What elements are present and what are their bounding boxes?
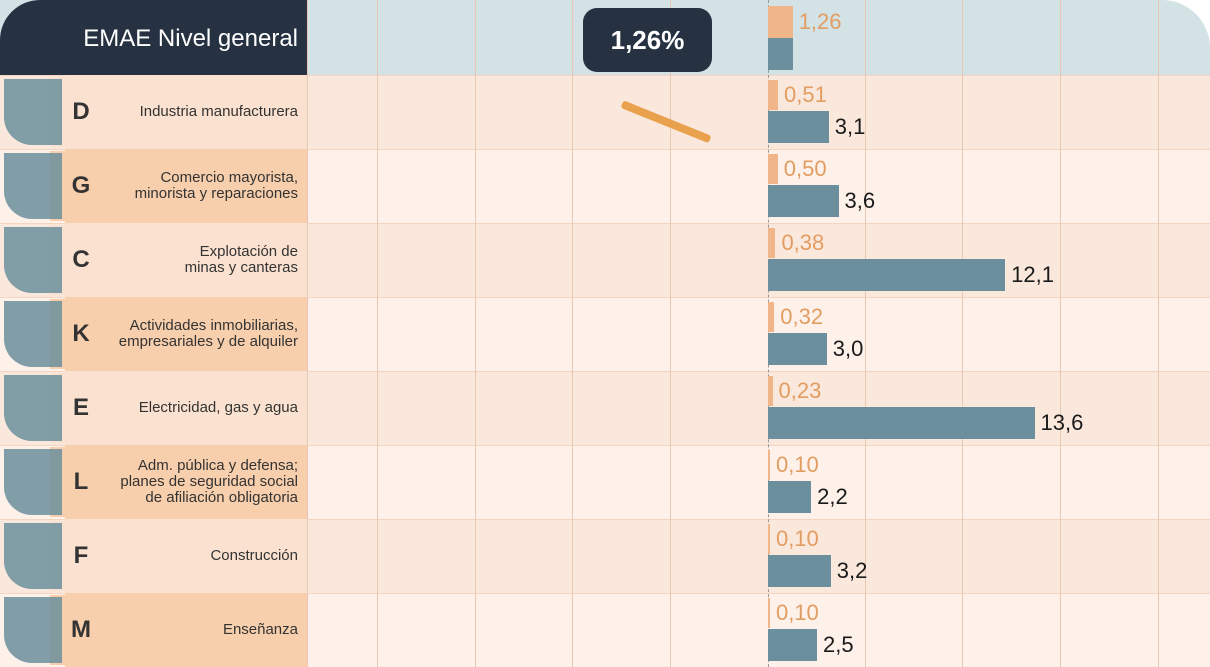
column-line [475,0,476,667]
value-label: 0,38 [781,230,825,255]
value-label: 13,6 [1040,410,1084,435]
column-line [307,0,308,667]
bar [768,111,829,143]
column-line [670,0,671,667]
badge: 1,26% [583,8,712,72]
bar [768,407,1035,439]
value-label: 0,50 [783,156,827,181]
letter: C [72,246,90,273]
column-line [962,0,963,667]
bar [768,629,817,661]
icon [4,375,62,441]
value-label: 3,2 [836,558,868,583]
value-label: 12,1 [1011,262,1054,287]
column-line [865,0,866,667]
letter: E [72,394,89,421]
value-label: 2,2 [817,484,848,509]
icon [4,153,62,219]
category-label: Actividades inmobiliarias, empresariales… [118,317,298,350]
value-label: 1,26 [798,9,842,34]
bar [768,302,775,332]
bar [768,555,831,587]
bar [768,6,793,38]
column-line [1060,0,1061,667]
letter: K [72,320,90,347]
bar [768,524,770,554]
category-label: Comercio mayorista, minorista y reparaci… [134,169,298,202]
icon [4,79,62,145]
category-label: Electricidad, gas y agua [138,399,298,416]
letter: F [73,542,89,569]
bar [768,376,773,406]
letter: D [72,98,90,125]
category-label: Construcción [210,547,298,564]
value-label: 3,0 [832,336,864,361]
icon [4,523,62,589]
bar [768,38,794,70]
bar [768,598,770,628]
icon [4,301,62,367]
value-label: 0,51 [783,82,827,107]
value-label: 0,23 [778,378,822,403]
bar [768,185,839,217]
category-label: Explotación de minas y canteras [184,243,298,276]
value-label: 0,10 [775,452,819,477]
value-label: 0,10 [775,600,819,625]
column-line [572,0,573,667]
bar [768,333,827,365]
bar [768,450,770,480]
value-label: 2,5 [823,632,854,657]
value-label: 3,6 [844,188,876,213]
bar [768,259,1006,291]
category-label: Industria manufacturera [139,103,298,120]
letter: M [71,616,91,643]
icon [4,227,62,293]
value-label: 0,32 [780,304,824,329]
category-label: Enseñanza [222,621,298,638]
category-label: Adm. pública y defensa; planes de seguri… [120,457,298,506]
value-label: 0,10 [775,526,819,551]
value-label: 3,1 [834,114,866,139]
bar [768,154,778,184]
bar [768,481,812,513]
letter: L [73,468,89,495]
icon [4,597,62,663]
header-title: EMAE Nivel general [83,25,298,52]
icon [4,449,62,515]
letter: G [71,172,91,199]
column-line [1158,0,1159,667]
bar [768,228,776,258]
bar [768,80,778,110]
header-title-box [0,0,307,75]
column-line [377,0,378,667]
